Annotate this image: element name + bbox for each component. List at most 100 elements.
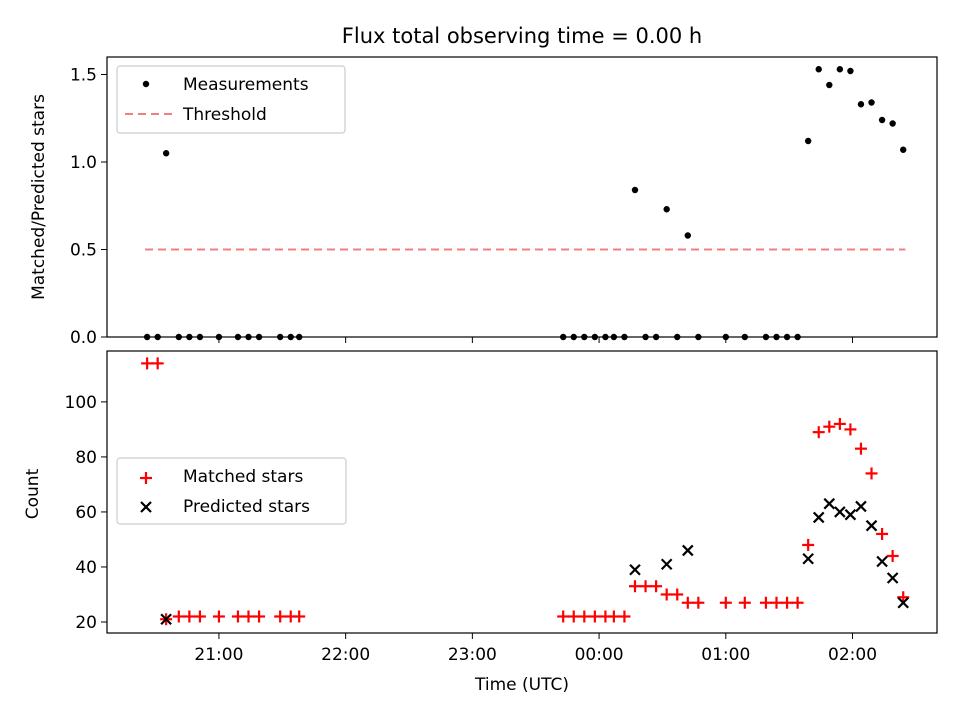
top-y-tick-label: 0.0	[70, 328, 97, 348]
predicted-star-point	[682, 544, 694, 557]
predicted-star-point	[629, 563, 641, 576]
matched-star-point	[231, 610, 244, 623]
predicted-star-point	[834, 506, 846, 518]
matched-star-point	[759, 596, 772, 609]
matched-star-point	[293, 610, 306, 623]
predicted-star-point	[855, 500, 867, 513]
matched-star-point	[719, 596, 732, 609]
measurement-point	[889, 120, 896, 127]
measurement-point	[847, 67, 854, 75]
bottom-axes-frame	[106, 350, 938, 634]
top-y-tick-label: 1.0	[70, 153, 97, 173]
legend-measurements-marker	[142, 80, 150, 88]
top-legend-box	[116, 65, 346, 134]
matched-star-point	[738, 596, 751, 609]
matched-star-point	[692, 596, 705, 609]
predicted-star-point	[897, 596, 909, 609]
matched-star-point	[802, 538, 815, 551]
matched-star-point	[618, 610, 631, 623]
matched-star-point	[151, 357, 164, 370]
matched-star-point	[639, 580, 652, 593]
matched-star-point	[193, 610, 206, 623]
matched-star-point	[865, 467, 878, 480]
top-y-axis-label: Matched/Predicted stars	[29, 94, 49, 300]
x-axis-label: Time (UTC)	[474, 675, 569, 695]
x-tick-label: 22:00	[321, 645, 370, 665]
matched-star-point	[671, 588, 684, 601]
matched-star-point	[876, 527, 889, 540]
matched-star-point	[183, 610, 196, 623]
predicted-star-point	[886, 572, 899, 584]
legend-threshold-label: Threshold	[182, 105, 267, 125]
bottom-x-ticks: 21:00 22:00 23:00 00:00 01:00 02:00	[194, 633, 877, 665]
bottom-y-tick-label: 100	[65, 393, 97, 413]
predicted-star-point	[844, 508, 857, 521]
matched-star-point	[578, 610, 591, 623]
measurement-point	[826, 81, 833, 89]
bottom-legend-box	[116, 457, 347, 525]
bottom-panel: 20 40 60 80 100 21:00 22:00 23:00 00:00 01:00 02:…	[23, 350, 938, 695]
bottom-y-tick-label: 20	[75, 613, 97, 633]
matched-star-point	[274, 610, 287, 623]
matched-star-point	[567, 610, 580, 623]
legend-matched-marker	[140, 472, 152, 484]
bottom-y-axis-label: Count	[23, 468, 43, 519]
matched-star-point	[781, 596, 794, 609]
matched-star-point	[557, 610, 570, 623]
legend-predicted-label: Predicted stars	[183, 497, 310, 517]
x-tick-label: 23:00	[448, 645, 497, 665]
predicted-star-point	[823, 497, 836, 510]
matched-star-point	[660, 588, 673, 601]
matched-star-point	[823, 420, 836, 433]
measurement-point	[162, 150, 170, 157]
matched-star-point	[650, 580, 663, 593]
matched-star-point	[628, 580, 641, 593]
measurement-point	[878, 116, 886, 124]
predicted-star-point	[802, 552, 814, 565]
matched-star-point	[681, 596, 694, 609]
matched-star-point	[607, 610, 620, 623]
matched-star-point	[812, 426, 825, 439]
bottom-y-tick-label: 80	[75, 448, 97, 468]
measurement-point	[663, 206, 670, 213]
matched-star-point	[172, 610, 185, 623]
bottom-y-tick-label: 40	[75, 558, 97, 578]
measurement-point	[631, 186, 639, 194]
top-x-ticks	[218, 337, 854, 343]
measurement-point	[868, 99, 875, 106]
legend-predicted-marker	[140, 501, 152, 513]
matched-star-point	[844, 423, 857, 436]
matched-star-point	[770, 596, 783, 609]
measurement-point	[684, 232, 691, 239]
matched-star-point	[141, 357, 154, 370]
x-tick-label: 02:00	[828, 645, 877, 665]
predicted-star-point	[876, 555, 888, 568]
matched-star-point	[791, 596, 804, 609]
bottom-legend: Matched stars Predicted stars	[116, 457, 347, 525]
top-y-tick-label: 1.5	[70, 66, 97, 86]
matched-star-point	[886, 549, 899, 562]
matched-star-point	[854, 442, 867, 455]
bottom-y-ticks: 20 40 60 80 100	[65, 393, 107, 633]
measurement-point	[900, 146, 907, 153]
predicted-star-point	[160, 613, 172, 626]
matched-star-point	[253, 610, 266, 623]
top-panel: 0.0 0.5 1.0 1.5 Matched/Predicted stars Mea…	[29, 56, 938, 348]
top-y-tick-label: 0.5	[70, 241, 97, 261]
top-legend: Measurements Threshold	[116, 65, 346, 134]
top-axes-frame	[106, 56, 938, 338]
predicted-star-point	[660, 558, 673, 570]
bottom-plot-area	[141, 357, 910, 626]
legend-measurements-label: Measurements	[183, 75, 309, 95]
matched-star-point	[212, 610, 225, 623]
matched-star-point	[588, 610, 601, 623]
top-y-ticks: 0.0 0.5 1.0 1.5	[70, 66, 107, 348]
matched-star-point	[242, 610, 255, 623]
x-tick-label: 21:00	[194, 645, 243, 665]
predicted-star-point	[812, 511, 825, 524]
measurement-point	[836, 66, 844, 73]
measurement-point	[804, 137, 812, 145]
measurement-point	[815, 66, 822, 73]
x-tick-label: 00:00	[575, 645, 624, 665]
